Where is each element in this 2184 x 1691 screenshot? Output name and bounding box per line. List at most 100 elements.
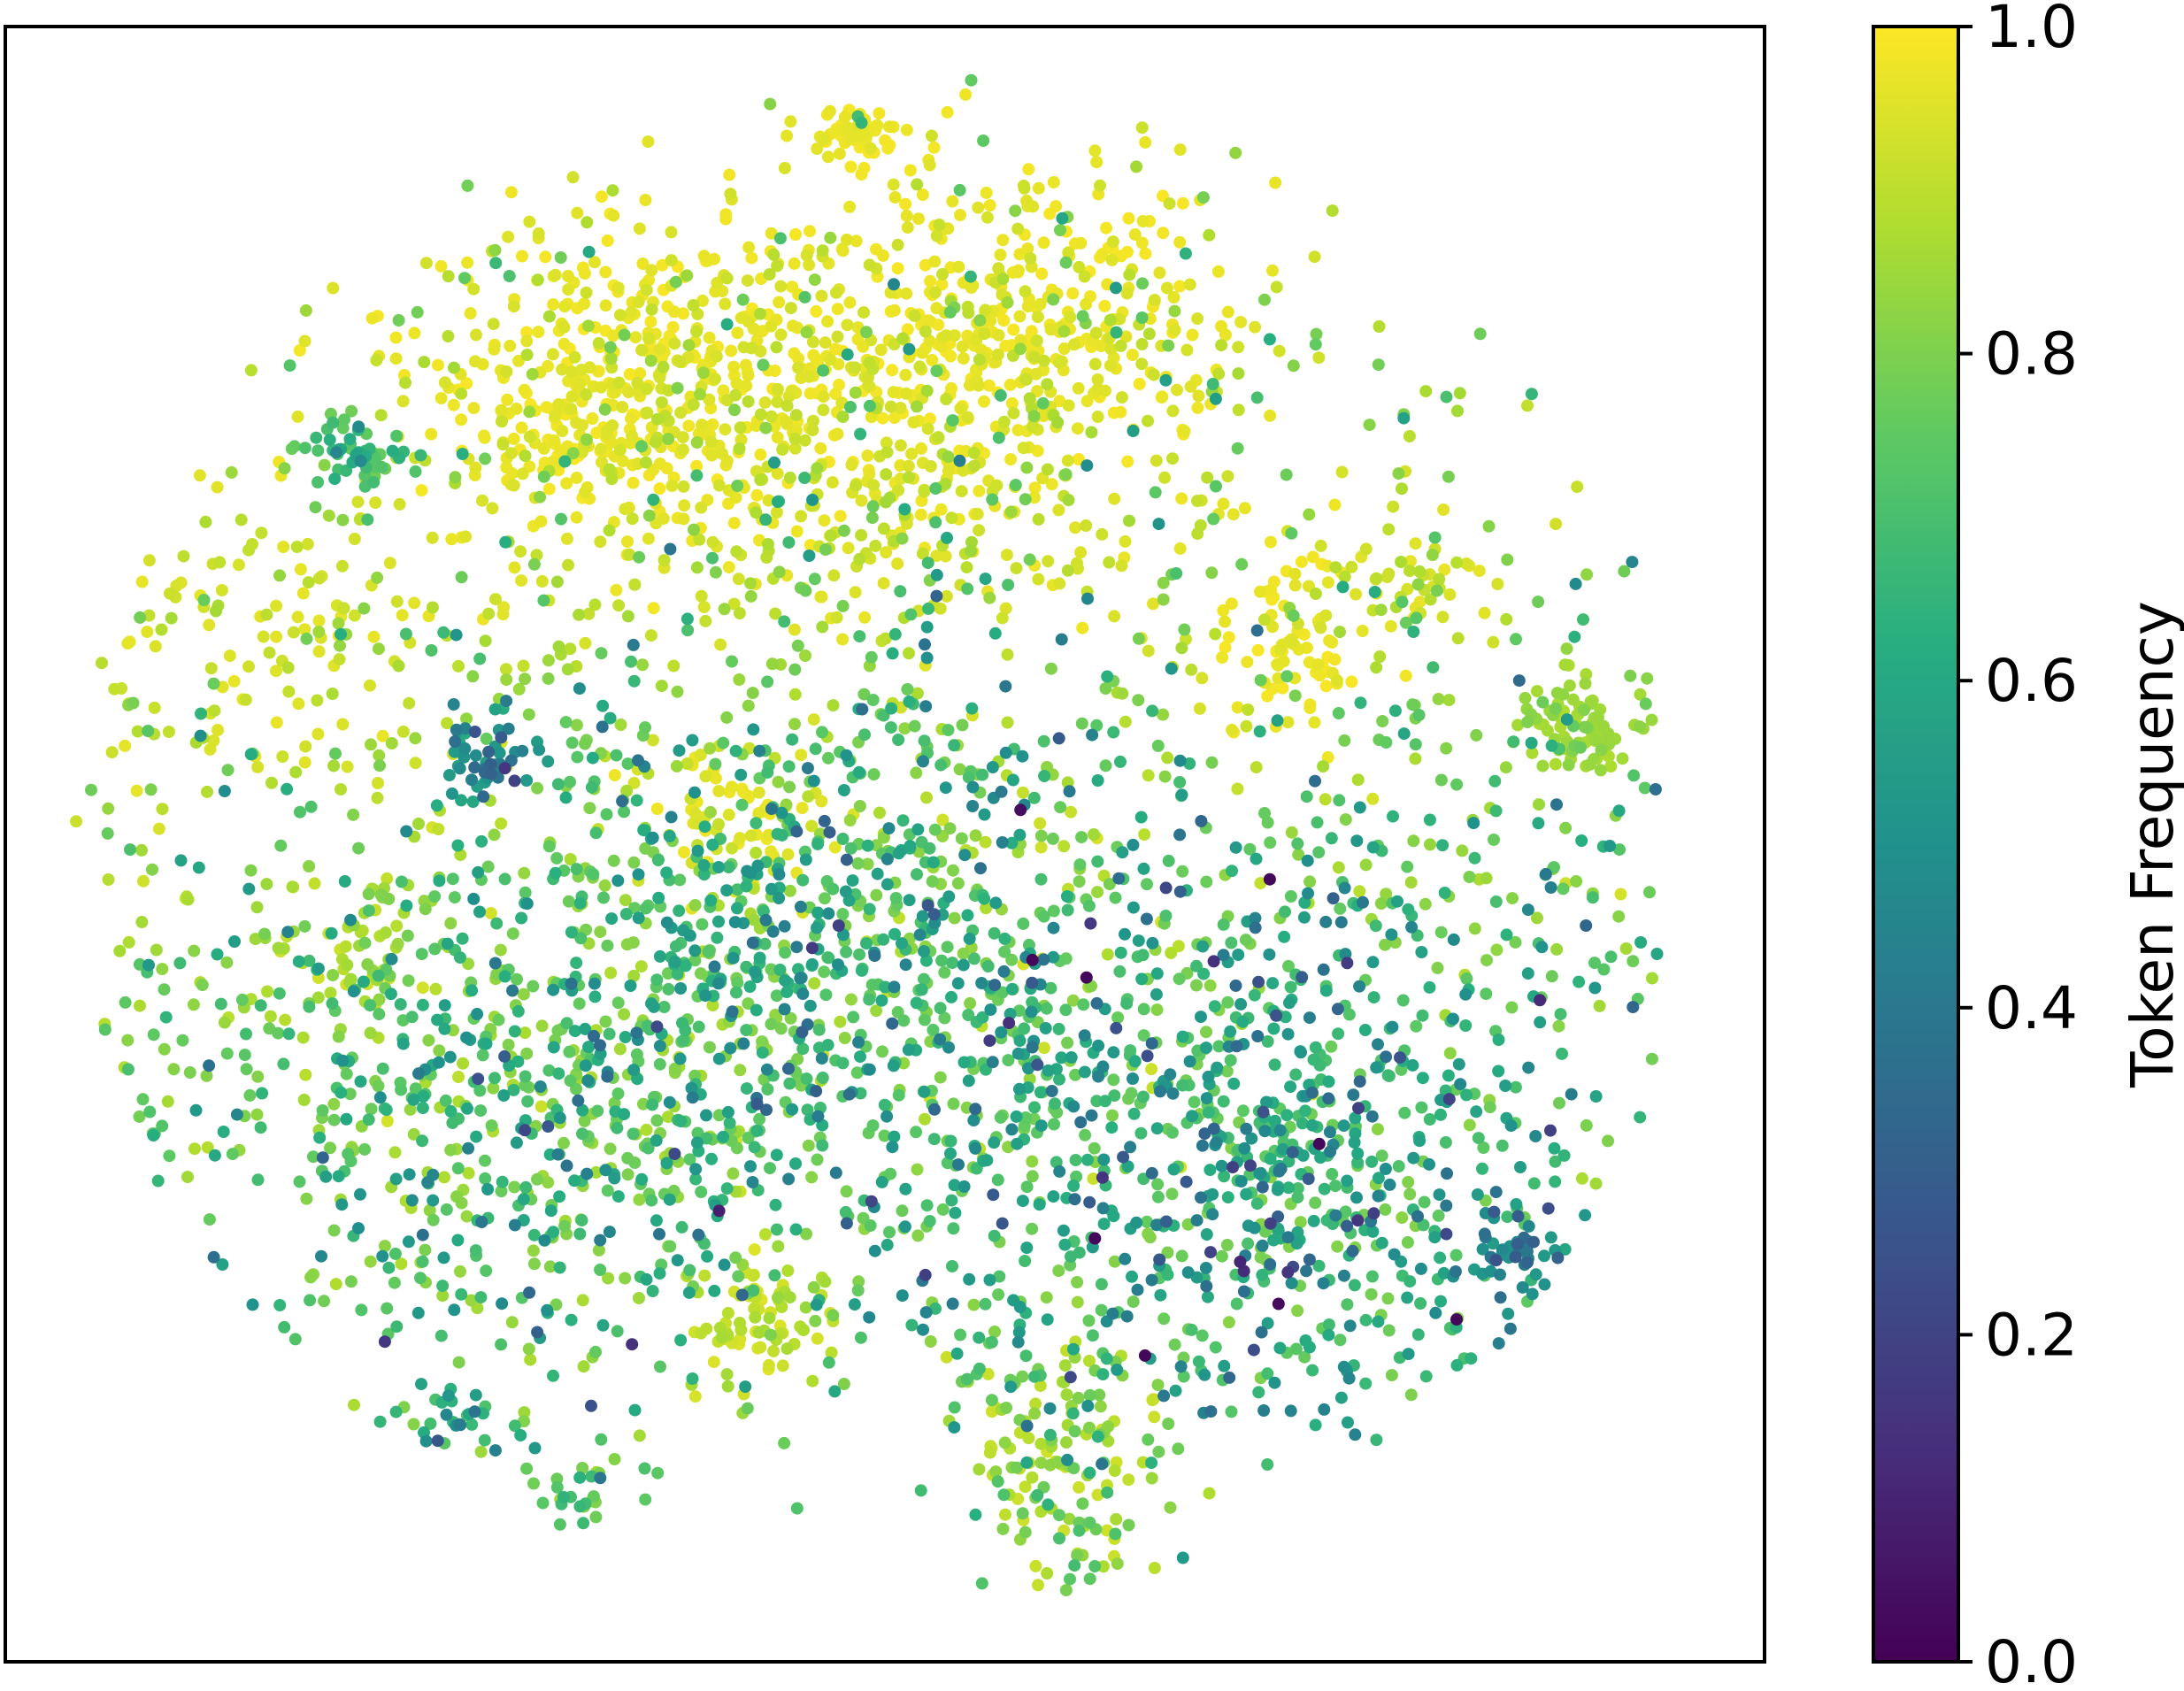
scatter-point bbox=[1040, 1002, 1053, 1015]
scatter-point bbox=[1308, 250, 1321, 264]
scatter-point bbox=[1173, 235, 1187, 249]
scatter-point bbox=[979, 573, 992, 586]
scatter-point bbox=[749, 965, 762, 979]
scatter-point bbox=[1506, 892, 1519, 905]
scatter-point bbox=[1273, 1341, 1287, 1355]
scatter-point bbox=[1388, 1248, 1401, 1261]
scatter-point bbox=[1434, 773, 1448, 787]
scatter-point bbox=[1021, 242, 1034, 255]
scatter-point bbox=[558, 320, 571, 334]
scatter-point bbox=[983, 1446, 996, 1459]
scatter-point bbox=[818, 514, 831, 527]
scatter-point bbox=[924, 1335, 937, 1348]
scatter-point bbox=[254, 1121, 267, 1134]
scatter-point bbox=[373, 1091, 387, 1104]
scatter-point bbox=[1128, 228, 1142, 241]
scatter-point bbox=[791, 639, 804, 652]
scatter-point bbox=[447, 398, 460, 411]
scatter-point bbox=[311, 991, 325, 1004]
scatter-point bbox=[1217, 603, 1230, 617]
scatter-point bbox=[650, 1214, 663, 1227]
scatter-point bbox=[523, 215, 536, 228]
scatter-point bbox=[1245, 1132, 1258, 1145]
scatter-point bbox=[973, 353, 986, 366]
scatter-point bbox=[1163, 197, 1176, 211]
scatter-point bbox=[900, 123, 913, 136]
scatter-point bbox=[1372, 1038, 1384, 1051]
scatter-point bbox=[916, 188, 929, 201]
scatter-point bbox=[834, 1015, 847, 1028]
scatter-point bbox=[1405, 920, 1419, 934]
scatter-point bbox=[1268, 1376, 1281, 1389]
scatter-point bbox=[560, 477, 573, 490]
scatter-point bbox=[201, 1141, 214, 1154]
scatter-point bbox=[1186, 328, 1199, 342]
scatter-point bbox=[994, 1111, 1007, 1124]
scatter-point bbox=[1068, 1559, 1081, 1572]
scatter-point bbox=[1007, 323, 1020, 336]
scatter-point bbox=[1419, 897, 1432, 911]
scatter-point bbox=[808, 977, 821, 990]
scatter-point bbox=[519, 1070, 532, 1083]
scatter-point bbox=[575, 1214, 588, 1227]
scatter-point bbox=[263, 646, 276, 659]
scatter-point bbox=[526, 367, 539, 380]
scatter-point bbox=[796, 988, 810, 1001]
scatter-point bbox=[806, 1374, 819, 1387]
scatter-point bbox=[1150, 1003, 1164, 1017]
scatter-point bbox=[774, 280, 788, 293]
scatter-point bbox=[771, 431, 784, 444]
scatter-point bbox=[434, 259, 448, 273]
scatter-point bbox=[1442, 1069, 1455, 1082]
scatter-point bbox=[837, 1378, 850, 1390]
scatter-point bbox=[1568, 630, 1581, 643]
scatter-point bbox=[808, 273, 821, 287]
scatter-point bbox=[332, 1170, 345, 1183]
scatter-point bbox=[469, 1244, 482, 1257]
scatter-point bbox=[264, 1010, 277, 1023]
scatter-point bbox=[962, 771, 975, 784]
scatter-point bbox=[1041, 1313, 1054, 1326]
scatter-point bbox=[700, 1322, 713, 1335]
scatter-point bbox=[639, 902, 652, 915]
scatter-point bbox=[542, 310, 556, 323]
scatter-point bbox=[982, 379, 996, 392]
scatter-point bbox=[1010, 1110, 1023, 1123]
scatter-point bbox=[427, 1194, 440, 1207]
scatter-point bbox=[898, 722, 911, 735]
scatter-point bbox=[1376, 715, 1389, 727]
scatter-point bbox=[1416, 1009, 1429, 1022]
scatter-point bbox=[1302, 887, 1314, 900]
scatter-point bbox=[113, 944, 127, 957]
scatter-point bbox=[783, 1077, 796, 1090]
scatter-point bbox=[839, 1205, 852, 1218]
scatter-point bbox=[1488, 774, 1502, 788]
scatter-point bbox=[1067, 1100, 1080, 1113]
scatter-point bbox=[1037, 1042, 1050, 1055]
scatter-point bbox=[371, 571, 384, 584]
scatter-point bbox=[665, 254, 678, 267]
scatter-point bbox=[1108, 1255, 1121, 1268]
scatter-point bbox=[1009, 479, 1022, 492]
scatter-point bbox=[571, 750, 584, 764]
scatter-point bbox=[472, 865, 485, 879]
scatter-point bbox=[916, 346, 929, 359]
scatter-point bbox=[1150, 454, 1163, 467]
scatter-point bbox=[1135, 236, 1149, 250]
scatter-point bbox=[576, 1294, 589, 1307]
scatter-point bbox=[539, 250, 552, 264]
scatter-point bbox=[718, 603, 731, 616]
scatter-point bbox=[469, 355, 481, 368]
scatter-point bbox=[816, 620, 829, 634]
scatter-point bbox=[907, 416, 920, 429]
scatter-point bbox=[739, 358, 752, 372]
scatter-point bbox=[650, 1114, 664, 1127]
scatter-point bbox=[1597, 963, 1611, 976]
scatter-point bbox=[811, 142, 824, 156]
scatter-point bbox=[469, 749, 482, 762]
scatter-point bbox=[875, 1175, 888, 1188]
scatter-point bbox=[379, 926, 392, 939]
scatter-point bbox=[816, 1072, 829, 1084]
scatter-point bbox=[786, 733, 799, 746]
scatter-point bbox=[367, 630, 381, 643]
